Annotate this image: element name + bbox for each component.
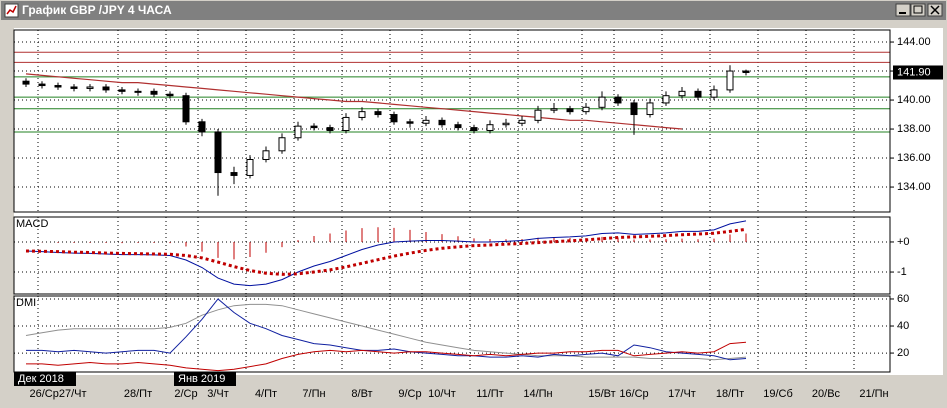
candle-body [726, 70, 734, 91]
chart-area [14, 28, 943, 375]
candle-body [454, 124, 462, 129]
candle-body [390, 114, 398, 123]
x-tick-label: 8/Вт [351, 388, 372, 400]
candle-body [518, 119, 526, 124]
candle-body [742, 70, 750, 73]
x-tick-label: 16/Ср [619, 388, 648, 400]
x-tick-label: 11/Пт [476, 388, 503, 400]
candle-body [614, 96, 622, 104]
last-price-label: 141.90 [897, 66, 931, 78]
candle-body [182, 95, 190, 123]
candle-body [438, 119, 446, 126]
candle-body [694, 90, 702, 98]
candle-body [406, 121, 414, 124]
candle-body [22, 80, 30, 85]
candle-body [262, 150, 270, 161]
indicator-line [26, 298, 747, 361]
x-tick-label: 14/Пн [523, 388, 552, 400]
x-tick-label: 20/Вс [812, 388, 841, 400]
candle-body [550, 108, 558, 111]
panel-frame [13, 295, 891, 373]
month-label: Дек 2018 [18, 373, 64, 385]
candle-body [166, 93, 174, 97]
x-tick-label: 7/Пн [302, 388, 325, 400]
y-tick-label: 40 [897, 320, 909, 332]
x-tick-label: 9/Ср [398, 388, 421, 400]
indicator-line [25, 303, 747, 361]
candle-body [86, 86, 94, 89]
candle-body [598, 96, 606, 108]
candle-body [582, 106, 590, 113]
window-title: График GBP /JPY 4 ЧАСА [22, 3, 172, 17]
x-tick-label: 3/Чт [207, 388, 229, 400]
candle-body [534, 109, 542, 121]
x-tick-label: 28/Пт [124, 388, 152, 400]
candle-body [326, 127, 334, 131]
y-tick-label: 144.00 [897, 36, 931, 48]
candle-body [294, 125, 302, 139]
candle-body [342, 116, 350, 131]
title-bar [1, 1, 946, 20]
month-label-box [14, 372, 76, 386]
candle-body [646, 102, 654, 116]
candle-body [630, 102, 638, 116]
candle-body [246, 159, 254, 176]
panel-title: DMI [16, 297, 36, 309]
y-tick-label: 20 [897, 347, 909, 359]
x-tick-label: 2/Ср [174, 388, 197, 400]
candle-body [214, 131, 222, 174]
candle-body [470, 127, 478, 131]
x-tick-label: 15/Вт [588, 388, 615, 400]
candle-body [486, 124, 494, 131]
y-tick-label: 140.00 [897, 94, 931, 106]
minimize-button[interactable] [895, 3, 911, 17]
y-tick-label: 138.00 [897, 123, 931, 135]
candle-body [230, 172, 238, 176]
y-tick-label: 60 [897, 293, 909, 305]
month-label-box [174, 372, 236, 386]
close-glyph [930, 5, 940, 15]
chart-layer: 134.00136.00138.00140.00142.00144.00141.… [13, 29, 943, 400]
x-tick-label: 4/Пт [255, 388, 277, 400]
panel-title: MACD [16, 218, 48, 230]
candle-body [678, 90, 686, 97]
maximize-glyph [913, 5, 923, 14]
candle-body [310, 125, 318, 129]
candle-body [374, 111, 382, 116]
x-tick-label: 17/Чт [668, 388, 696, 400]
candle-body [38, 83, 46, 87]
y-tick-label: 136.00 [897, 152, 931, 164]
candle-body [118, 89, 126, 92]
x-tick-label: 19/Сб [763, 388, 793, 400]
candle-body [710, 89, 718, 98]
x-tick-label: 21/Пн [859, 388, 888, 400]
signal-line [25, 227, 747, 276]
x-tick-label: 10/Чт [428, 388, 456, 400]
candle-body [662, 95, 670, 104]
x-tick-label: 18/Пт [716, 388, 744, 400]
panel-frame [13, 29, 891, 213]
candle-body [566, 108, 574, 113]
y-tick-label: -1 [897, 266, 907, 278]
window-icon-graph [6, 5, 17, 15]
x-tick-label: 26/Ср27/Чт [29, 388, 86, 400]
candle-body [134, 90, 142, 93]
candle-body [70, 86, 78, 89]
candle-body [198, 121, 206, 133]
month-label: Янв 2019 [178, 373, 225, 385]
candle-body [278, 137, 286, 152]
candle-body [358, 111, 366, 118]
last-price-box [893, 65, 943, 80]
panel-frame [13, 216, 891, 295]
candle-body [502, 122, 510, 126]
indicator-line [26, 341, 747, 372]
trendline [25, 73, 683, 130]
candle-body [102, 86, 110, 91]
candle-body [422, 119, 430, 124]
y-tick-label: 134.00 [897, 181, 931, 193]
y-tick-label: +0 [897, 236, 910, 248]
candle-body [150, 90, 158, 95]
candle-body [54, 85, 62, 88]
